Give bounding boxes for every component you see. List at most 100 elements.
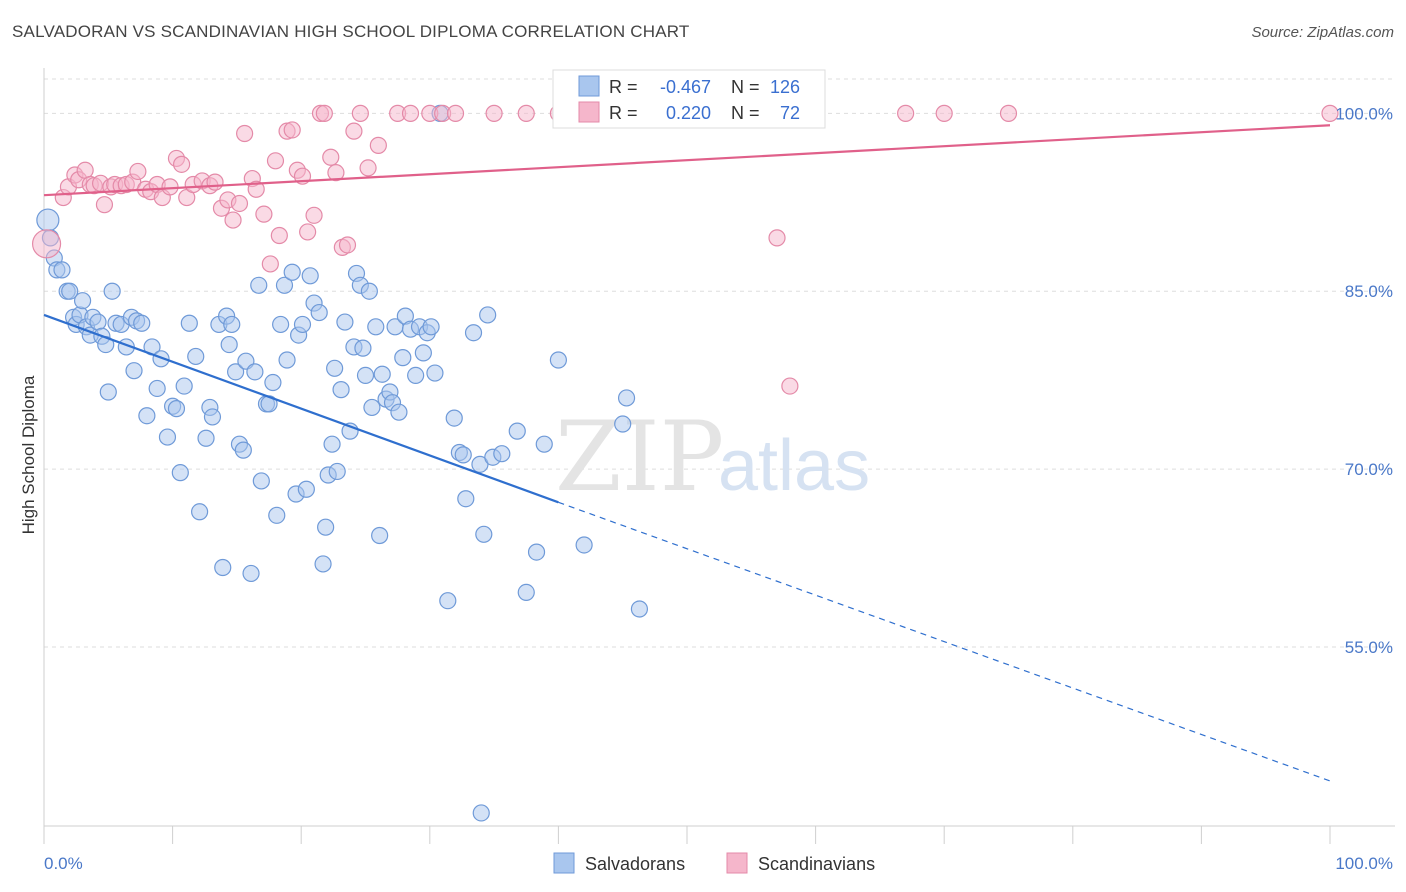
point-blue-111 — [479, 306, 497, 324]
point-blue-96 — [407, 366, 425, 385]
point-pink-54 — [369, 136, 387, 154]
point-blue-52 — [250, 276, 268, 294]
point-blue-81 — [354, 339, 372, 357]
point-pink-40 — [283, 121, 301, 139]
point-blue-73 — [326, 359, 344, 377]
point-blue-121 — [617, 389, 636, 407]
point-blue-34 — [175, 377, 193, 395]
point-blue-57 — [268, 506, 286, 524]
point-blue-29 — [152, 350, 170, 368]
point-blue-0 — [36, 208, 60, 232]
point-blue-115 — [517, 583, 535, 602]
point-pink-46 — [315, 104, 333, 122]
watermark-zip: ZIP — [555, 401, 724, 513]
y-tick-label-2: 85.0% — [1345, 282, 1393, 301]
point-blue-92 — [390, 403, 408, 421]
point-blue-98 — [414, 344, 432, 362]
point-blue-64 — [293, 315, 312, 334]
point-blue-61 — [283, 263, 301, 281]
watermark-atlas: atlas — [718, 426, 870, 506]
legend-swatch-pink — [578, 101, 600, 123]
point-blue-65 — [297, 480, 315, 498]
point-pink-50 — [338, 236, 357, 254]
point-blue-106 — [454, 446, 472, 464]
point-blue-76 — [336, 313, 354, 331]
point-blue-26 — [138, 407, 156, 425]
point-blue-18 — [103, 282, 121, 300]
y-tick-label-1: 70.0% — [1345, 460, 1393, 479]
legend-n-value-1: 126 — [770, 77, 800, 97]
point-blue-40 — [203, 408, 222, 426]
point-blue-60 — [278, 351, 296, 369]
point-blue-74 — [328, 462, 346, 481]
point-blue-119 — [575, 536, 593, 554]
point-blue-109 — [471, 455, 489, 473]
point-blue-59 — [275, 276, 294, 294]
point-pink-27 — [206, 173, 224, 191]
point-blue-87 — [373, 365, 391, 383]
point-blue-117 — [535, 435, 553, 453]
y-tick-label-0: 55.0% — [1345, 638, 1393, 657]
point-blue-69 — [314, 555, 332, 573]
point-blue-120 — [614, 415, 632, 433]
point-blue-36 — [187, 347, 205, 366]
point-blue-83 — [360, 282, 378, 300]
legend-swatch-blue — [578, 75, 600, 97]
point-pink-22 — [173, 155, 191, 173]
point-pink-70 — [999, 104, 1018, 122]
point-blue-44 — [220, 335, 238, 354]
point-pink-67 — [781, 377, 799, 395]
point-pink-68 — [897, 104, 915, 122]
point-blue-101 — [426, 364, 444, 382]
point-pink-31 — [230, 194, 249, 213]
point-blue-23 — [125, 362, 143, 380]
point-blue-45 — [223, 315, 241, 334]
bottom-legend: Salvadorans Scandinavians — [553, 852, 875, 874]
point-blue-38 — [197, 429, 215, 447]
trend-line-blue-extension — [558, 501, 1331, 782]
legend-r-label-1: R = — [609, 77, 638, 97]
legend-n-label-1: N = — [731, 77, 760, 97]
point-pink-0 — [31, 229, 62, 259]
point-blue-118 — [549, 351, 568, 369]
x-tick-label-0: 0.0% — [44, 854, 83, 873]
point-pink-37 — [266, 152, 285, 170]
point-blue-10 — [73, 292, 92, 310]
point-blue-107 — [457, 490, 475, 508]
point-pink-38 — [270, 226, 288, 245]
point-pink-56 — [401, 104, 420, 122]
legend-n-value-2: 72 — [780, 103, 800, 123]
bottom-legend-swatch-salvadorans — [553, 852, 575, 874]
point-pink-51 — [345, 122, 363, 140]
point-blue-48 — [234, 441, 252, 459]
trend-lines — [43, 124, 1331, 782]
point-blue-86 — [371, 526, 389, 545]
bottom-legend-salvadorans: Salvadorans — [585, 854, 685, 874]
point-blue-110 — [475, 525, 493, 543]
point-pink-69 — [935, 104, 953, 122]
point-blue-53 — [252, 472, 270, 490]
point-blue-33 — [171, 464, 189, 482]
point-pink-43 — [299, 223, 317, 241]
point-blue-35 — [180, 314, 198, 332]
point-blue-84 — [363, 398, 381, 417]
x-tick-label-1: 100.0% — [1335, 854, 1393, 873]
y-tick-labels: 55.0% 70.0% 85.0% 100.0% — [1335, 104, 1393, 657]
legend-r-value-1: -0.467 — [660, 77, 711, 97]
y-tick-label-3: 100.0% — [1335, 104, 1393, 123]
point-blue-37 — [191, 503, 209, 521]
point-pink-47 — [322, 148, 340, 166]
point-blue-17 — [99, 383, 117, 401]
series-points — [31, 104, 1339, 822]
point-blue-100 — [422, 318, 440, 336]
legend-r-value-2: 0.220 — [666, 103, 711, 123]
point-blue-4 — [53, 261, 71, 279]
trend-line-pink — [43, 124, 1331, 197]
point-blue-72 — [323, 435, 341, 453]
point-blue-103 — [439, 592, 457, 610]
point-blue-82 — [356, 366, 375, 385]
point-blue-6 — [61, 282, 79, 300]
point-pink-5 — [76, 161, 94, 179]
bottom-legend-scandinavians: Scandinavians — [758, 854, 875, 874]
